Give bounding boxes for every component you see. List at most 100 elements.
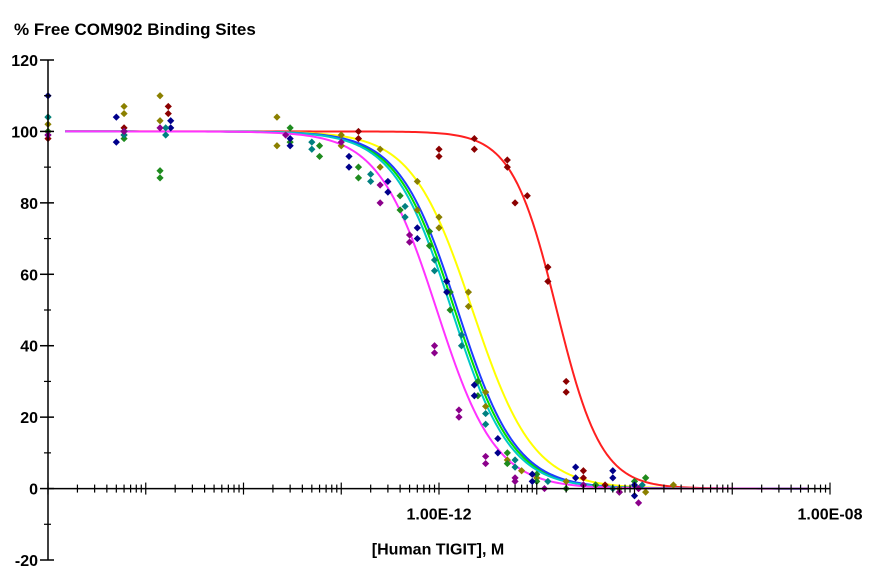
data-point xyxy=(503,459,511,468)
y-ticks: -20 0 20 40 60 80 100 120 xyxy=(11,53,54,569)
data-point xyxy=(401,202,409,211)
data-point xyxy=(669,481,677,489)
data-point xyxy=(579,467,587,475)
data-point xyxy=(482,402,490,411)
data-point xyxy=(396,192,404,200)
data-point xyxy=(376,163,384,171)
data-point xyxy=(518,467,526,475)
data-point xyxy=(470,145,478,153)
y-tick-label: 60 xyxy=(20,267,38,284)
data-point xyxy=(164,109,172,118)
data-point xyxy=(435,145,443,153)
data-point xyxy=(642,488,650,496)
chart-title: % Free COM902 Binding Sites xyxy=(14,20,256,39)
data-point xyxy=(482,452,490,461)
x-tick-label: 1.00E-08 xyxy=(798,507,863,524)
y-tick-label: 40 xyxy=(20,339,38,356)
data-point xyxy=(464,288,473,296)
data-point xyxy=(367,177,375,186)
data-point xyxy=(435,224,443,232)
data-point xyxy=(523,192,531,200)
data-point xyxy=(315,142,324,150)
data-point xyxy=(164,102,172,111)
data-point xyxy=(482,388,490,396)
data-point xyxy=(413,234,421,243)
data-point xyxy=(308,138,316,146)
data-point xyxy=(282,131,290,139)
data-point xyxy=(120,109,128,118)
data-point xyxy=(315,152,324,161)
data-point xyxy=(286,134,294,143)
data-point xyxy=(425,242,434,250)
data-point xyxy=(533,477,541,486)
data-point xyxy=(634,499,643,507)
data-point xyxy=(609,467,617,475)
data-point xyxy=(435,152,443,161)
data-point xyxy=(544,477,552,486)
data-point xyxy=(273,142,281,150)
data-point xyxy=(413,177,421,186)
data-point xyxy=(470,392,478,400)
data-point xyxy=(401,213,409,221)
fit-curves xyxy=(65,130,809,490)
data-point xyxy=(354,127,363,136)
data-point xyxy=(286,142,294,150)
x-axis: 1.00E-12 1.00E-08 xyxy=(47,482,863,524)
data-point xyxy=(455,406,463,414)
data-point xyxy=(609,474,617,482)
data-point xyxy=(413,224,421,232)
data-point xyxy=(503,449,511,457)
data-point xyxy=(579,474,587,482)
data-point xyxy=(630,492,639,500)
data-point xyxy=(572,474,580,482)
data-point xyxy=(544,263,552,271)
data-point xyxy=(494,434,502,443)
data-point xyxy=(457,331,466,339)
x-ticks xyxy=(47,482,831,495)
data-point xyxy=(337,138,345,146)
data-point xyxy=(544,277,552,286)
data-point xyxy=(376,145,384,153)
data-point xyxy=(511,477,519,486)
data-point xyxy=(470,381,478,389)
data-point xyxy=(562,477,570,486)
data-point xyxy=(354,163,363,171)
x-tick-label: 1.00E-12 xyxy=(407,507,472,524)
data-point xyxy=(337,131,345,139)
data-point xyxy=(156,167,164,175)
data-point xyxy=(533,470,541,478)
data-point xyxy=(511,463,519,471)
data-point xyxy=(642,474,650,482)
data-point xyxy=(430,349,439,357)
y-tick-label: 120 xyxy=(11,53,38,70)
data-point xyxy=(455,413,463,421)
data-point xyxy=(405,238,414,246)
data-point xyxy=(167,124,175,132)
data-point xyxy=(482,459,490,468)
data-point xyxy=(482,420,490,428)
data-point xyxy=(446,306,454,314)
data-point xyxy=(562,377,570,386)
fit-curve xyxy=(65,130,809,490)
data-point xyxy=(396,206,404,214)
data-point xyxy=(457,342,466,350)
data-point xyxy=(430,342,439,350)
data-point xyxy=(156,117,164,125)
data-point xyxy=(528,477,536,486)
data-point xyxy=(112,138,120,146)
data-point xyxy=(273,113,281,121)
data-point xyxy=(413,206,421,214)
data-point xyxy=(376,199,384,207)
data-point xyxy=(482,409,490,418)
y-axis: -20 0 20 40 60 80 100 120 xyxy=(11,53,54,569)
data-point xyxy=(156,124,164,132)
data-point xyxy=(474,377,482,386)
data-point xyxy=(435,213,443,221)
data-point xyxy=(376,181,384,189)
data-point xyxy=(638,481,646,489)
data-point xyxy=(308,145,316,153)
data-point xyxy=(443,288,451,296)
y-tick-label: -20 xyxy=(15,553,38,569)
data-point xyxy=(120,102,128,111)
